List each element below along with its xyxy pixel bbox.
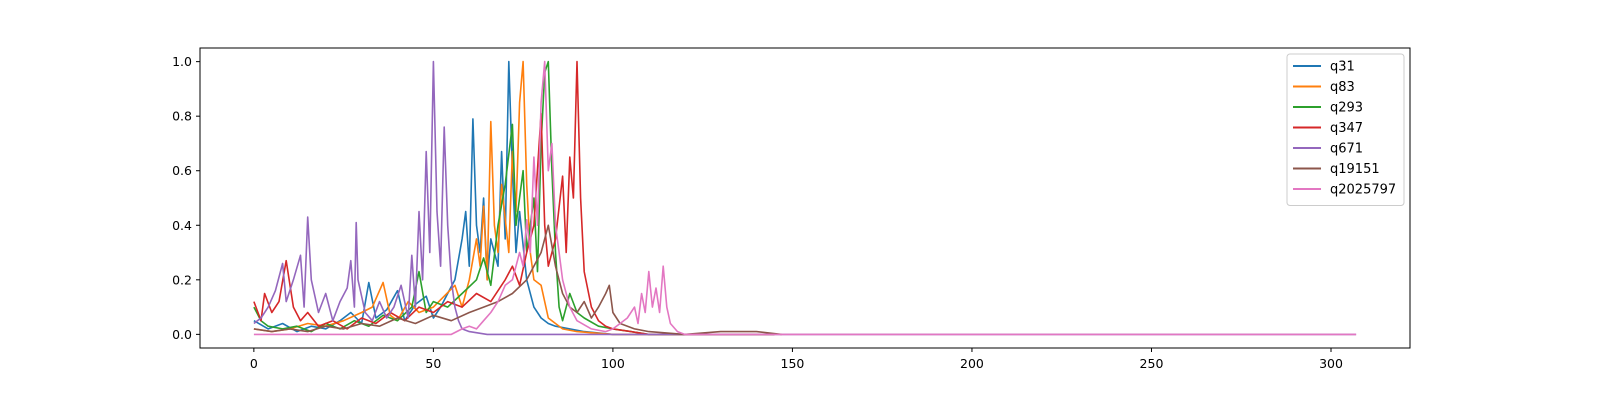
x-tick-label: 50 (425, 356, 441, 371)
y-tick-label: 0.0 (172, 327, 192, 342)
x-tick-label: 100 (601, 356, 625, 371)
legend-label-q83: q83 (1330, 80, 1355, 95)
series-group (253, 60, 1357, 336)
y-axis: 0.0 0.2 0.4 0.6 0.8 1.0 (172, 54, 200, 342)
x-tick-label: 300 (1319, 356, 1343, 371)
y-tick-label: 1.0 (172, 54, 192, 69)
y-tick-label: 0.2 (172, 272, 192, 287)
plot-area-border (199, 47, 1411, 349)
series-line-q83 (253, 60, 775, 336)
legend-label-q347: q347 (1330, 121, 1363, 136)
series-line-q31 (253, 60, 775, 336)
series-line-q671 (253, 60, 1357, 336)
legend-label-q19151: q19151 (1330, 162, 1380, 177)
legend-label-q293: q293 (1330, 101, 1363, 116)
y-tick-label: 0.4 (172, 218, 192, 233)
x-tick-label: 250 (1140, 356, 1164, 371)
series-line-q2025797 (253, 60, 1357, 336)
x-tick-label: 0 (250, 356, 258, 371)
y-tick-label: 0.8 (172, 109, 192, 124)
legend-label-q31: q31 (1330, 60, 1355, 75)
series-line-q19151 (253, 224, 782, 336)
legend: q31 q83 q293 q347 q671 q19151 q2025797 (1286, 53, 1405, 206)
legend-label-q671: q671 (1330, 142, 1363, 157)
series-line-q347 (253, 60, 775, 336)
y-tick-label: 0.6 (172, 163, 192, 178)
x-tick-label: 200 (960, 356, 984, 371)
series-line-q293 (253, 60, 775, 336)
x-tick-label: 150 (781, 356, 805, 371)
x-axis: 0 50 100 150 200 250 300 (250, 348, 1343, 371)
legend-label-q2025797: q2025797 (1330, 183, 1396, 198)
